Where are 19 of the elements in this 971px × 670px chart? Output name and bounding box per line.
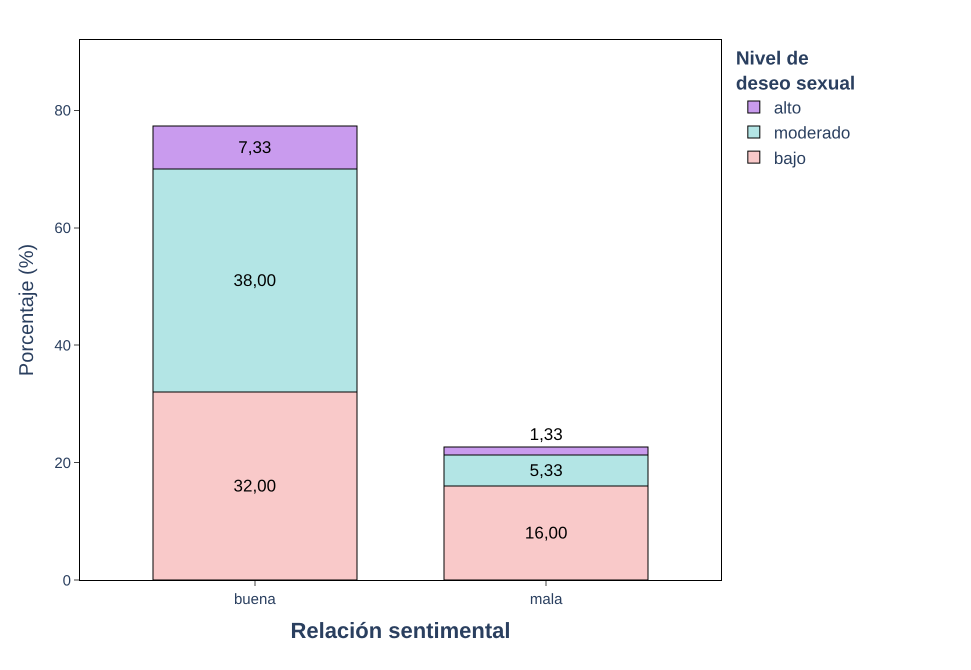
y-tick-label: 20 (54, 454, 71, 472)
y-axis-title: Porcentaje (%) (16, 244, 38, 376)
data-label: 32,00 (234, 476, 276, 496)
y-tick-label: 60 (54, 220, 71, 238)
legend-label: alto (774, 98, 802, 118)
data-label: 5,33 (530, 460, 563, 480)
y-tick-label: 40 (54, 337, 71, 354)
legend-label: bajo (774, 148, 806, 168)
data-label: 38,00 (234, 271, 276, 290)
legend-title: Nivel de deseo sexual (736, 48, 856, 94)
y-tick-label: 80 (54, 102, 71, 120)
data-label: 1,33 (530, 425, 563, 444)
data-label: 16,00 (524, 524, 568, 543)
x-tick-label: mala (530, 591, 564, 608)
data-label: 7,33 (238, 138, 272, 158)
legend-label: moderado (774, 124, 850, 143)
x-axis-title: Relación sentimental (290, 618, 511, 643)
y-tick-label: 0 (62, 572, 71, 590)
x-tick-label: buena (234, 591, 276, 608)
